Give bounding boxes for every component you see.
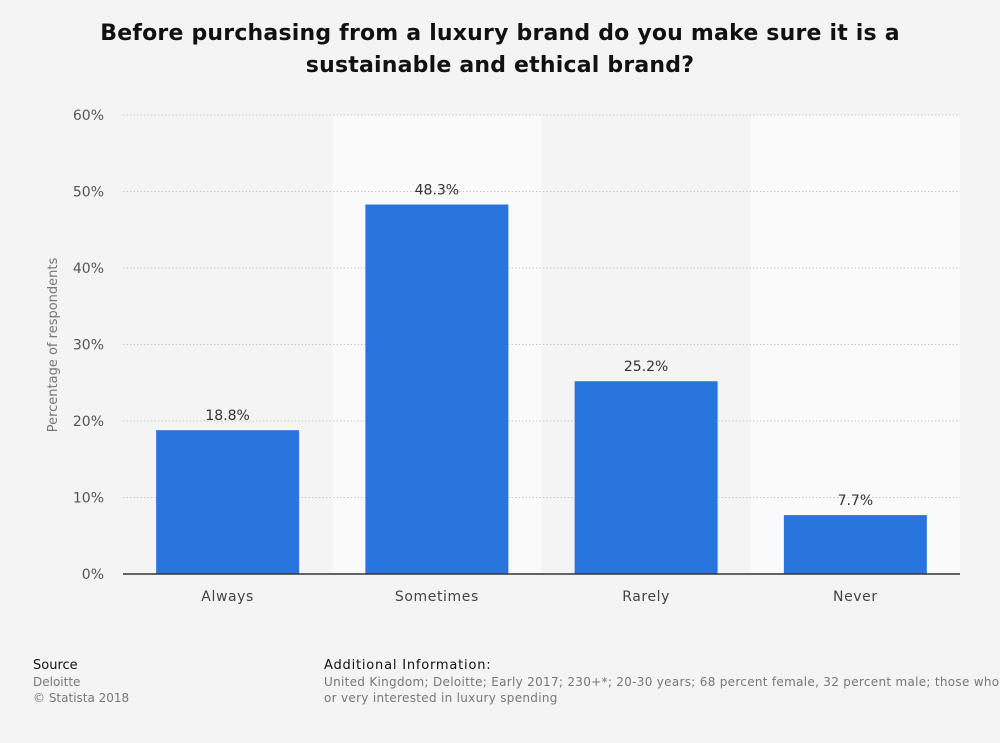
additional-info-line: or very interested in luxury spending xyxy=(324,691,558,705)
additional-info-heading: Additional Information: xyxy=(324,658,492,673)
value-label: 7.7% xyxy=(838,493,874,509)
x-tick-label: Sometimes xyxy=(395,589,479,605)
value-label: 18.8% xyxy=(205,408,249,424)
y-tick-label: 40% xyxy=(73,261,104,277)
additional-info-line: United Kingdom; Deloitte; Early 2017; 23… xyxy=(324,675,1000,689)
y-axis-title: Percentage of respondents xyxy=(46,257,61,432)
value-label: 25.2% xyxy=(624,359,668,375)
gridlines xyxy=(123,114,960,498)
y-tick-label: 60% xyxy=(73,108,104,124)
x-tick-label: Always xyxy=(201,589,254,605)
bar xyxy=(156,430,300,574)
y-tick-label: 10% xyxy=(73,491,104,507)
y-tick-label: 50% xyxy=(73,185,104,201)
bar xyxy=(783,515,927,574)
y-tick-label: 30% xyxy=(73,338,104,354)
value-labels: 18.8% 48.3% 25.2% 7.7% xyxy=(205,183,873,510)
bar xyxy=(574,381,718,574)
bar xyxy=(365,204,509,574)
x-axis: Always Sometimes Rarely Never xyxy=(123,573,960,605)
bars xyxy=(156,204,927,574)
value-label: 48.3% xyxy=(415,183,459,199)
additional-info-block: Additional Information: United Kingdom; … xyxy=(324,658,1000,706)
y-axis: 0% 10% 20% 30% 40% 50% 60% xyxy=(73,108,104,583)
chart-title: Before purchasing from a luxury brand do… xyxy=(100,21,900,78)
copyright: © Statista 2018 xyxy=(33,691,130,705)
source-block: Source Deloitte © Statista 2018 xyxy=(33,658,129,706)
x-tick-label: Rarely xyxy=(622,589,670,605)
y-tick-label: 20% xyxy=(73,414,104,430)
source-heading: Source xyxy=(33,658,78,673)
source-name[interactable]: Deloitte xyxy=(33,675,81,689)
x-tick-label: Never xyxy=(833,589,878,605)
y-tick-label: 0% xyxy=(82,567,104,583)
